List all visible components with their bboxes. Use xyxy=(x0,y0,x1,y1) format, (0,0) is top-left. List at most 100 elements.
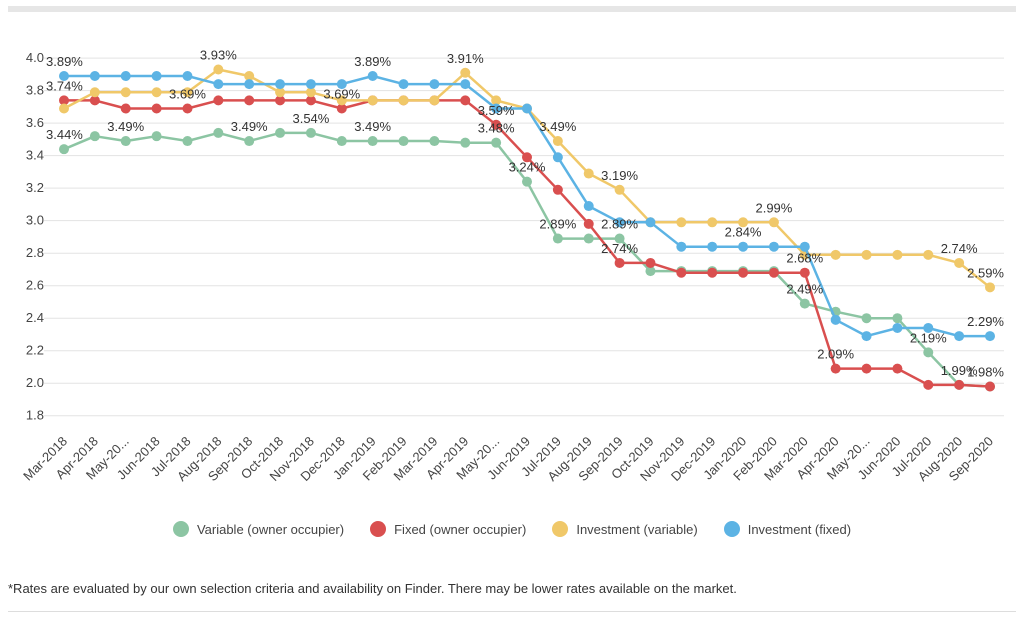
data-point xyxy=(862,313,872,323)
data-label: 2.74% xyxy=(601,241,638,256)
data-label: 3.49% xyxy=(539,119,576,134)
data-point xyxy=(831,364,841,374)
data-point xyxy=(985,381,995,391)
data-point xyxy=(121,136,131,146)
data-point xyxy=(831,250,841,260)
y-tick-label: 2.6 xyxy=(26,278,44,293)
y-tick-label: 4.0 xyxy=(26,50,44,65)
legend-item-investment-fixed[interactable]: Investment (fixed) xyxy=(724,521,851,537)
y-tick-label: 3.6 xyxy=(26,115,44,130)
data-point xyxy=(707,268,717,278)
legend-item-fixed-owner[interactable]: Fixed (owner occupier) xyxy=(370,521,526,537)
data-point xyxy=(615,185,625,195)
y-tick-label: 1.8 xyxy=(26,408,44,423)
y-tick-label: 3.2 xyxy=(26,180,44,195)
legend-item-investment-variable[interactable]: Investment (variable) xyxy=(552,521,697,537)
y-tick-label: 2.2 xyxy=(26,343,44,358)
legend: Variable (owner occupier) Fixed (owner o… xyxy=(0,521,1024,537)
data-point xyxy=(676,268,686,278)
data-point xyxy=(923,347,933,357)
data-point xyxy=(862,250,872,260)
legend-dot xyxy=(173,521,189,537)
data-point xyxy=(59,144,69,154)
data-point xyxy=(862,331,872,341)
data-point xyxy=(645,258,655,268)
data-label: 3.89% xyxy=(46,54,83,69)
data-point xyxy=(275,128,285,138)
data-point xyxy=(275,79,285,89)
data-point xyxy=(769,268,779,278)
data-point xyxy=(90,87,100,97)
x-axis: Mar-2018Apr-2018May-20...Jun-2018Jul-201… xyxy=(20,434,996,484)
data-label: 3.24% xyxy=(509,160,546,175)
y-tick-label: 3.4 xyxy=(26,148,44,163)
data-point xyxy=(429,95,439,105)
data-point xyxy=(769,242,779,252)
data-label: 2.89% xyxy=(539,217,576,232)
data-point xyxy=(553,185,563,195)
data-point xyxy=(707,217,717,227)
y-tick-label: 2.4 xyxy=(26,310,44,325)
data-label: 2.84% xyxy=(725,225,762,240)
data-point xyxy=(985,282,995,292)
data-point xyxy=(954,380,964,390)
data-point xyxy=(584,169,594,179)
legend-dot xyxy=(724,521,740,537)
y-axis: 4.0 3.8 3.6 3.4 3.2 3.0 2.8 2.6 2.4 2.2 2.0 1.8 xyxy=(26,50,44,423)
data-point xyxy=(152,104,162,114)
legend-item-variable-owner[interactable]: Variable (owner occupier) xyxy=(173,521,344,537)
data-point xyxy=(553,136,563,146)
legend-label: Variable (owner occupier) xyxy=(197,522,344,537)
data-label: 2.89% xyxy=(601,217,638,232)
data-label: 3.74% xyxy=(46,78,83,93)
data-point xyxy=(738,242,748,252)
data-label: 2.29% xyxy=(967,314,1004,329)
data-point xyxy=(645,217,655,227)
data-label: 3.49% xyxy=(354,119,391,134)
data-point xyxy=(892,323,902,333)
data-label: 3.49% xyxy=(107,119,144,134)
data-point xyxy=(213,79,223,89)
data-label: 3.59% xyxy=(478,103,515,118)
data-point xyxy=(738,268,748,278)
data-label: 2.68% xyxy=(786,251,823,266)
data-point xyxy=(985,331,995,341)
footnote: *Rates are evaluated by our own selectio… xyxy=(8,581,737,596)
data-point xyxy=(244,136,254,146)
data-point xyxy=(522,177,532,187)
y-tick-label: 3.8 xyxy=(26,83,44,98)
data-point xyxy=(399,136,409,146)
data-point xyxy=(121,87,131,97)
data-point xyxy=(522,104,532,114)
data-point xyxy=(429,79,439,89)
data-point xyxy=(553,234,563,244)
data-point xyxy=(213,95,223,105)
series xyxy=(59,65,995,392)
data-point xyxy=(676,242,686,252)
data-point xyxy=(152,87,162,97)
data-point xyxy=(676,217,686,227)
data-label: 3.91% xyxy=(447,51,484,66)
data-point xyxy=(90,71,100,81)
data-point xyxy=(800,268,810,278)
data-point xyxy=(954,331,964,341)
data-point xyxy=(553,152,563,162)
data-point xyxy=(831,315,841,325)
data-point xyxy=(399,79,409,89)
data-point xyxy=(584,234,594,244)
data-point xyxy=(213,128,223,138)
data-point xyxy=(584,219,594,229)
data-label: 2.99% xyxy=(755,200,792,215)
data-point xyxy=(892,313,902,323)
data-point xyxy=(862,364,872,374)
bottom-divider xyxy=(8,611,1016,612)
data-point xyxy=(460,138,470,148)
data-point xyxy=(337,136,347,146)
data-label: 3.54% xyxy=(292,111,329,126)
data-point xyxy=(182,104,192,114)
data-labels: 3.44% 3.49% 3.49% 3.54% 3.49% 3.48% 3.24% 2.89%… xyxy=(46,48,1004,380)
data-point xyxy=(213,65,223,75)
legend-label: Fixed (owner occupier) xyxy=(394,522,526,537)
series-line xyxy=(64,100,990,386)
data-point xyxy=(306,128,316,138)
